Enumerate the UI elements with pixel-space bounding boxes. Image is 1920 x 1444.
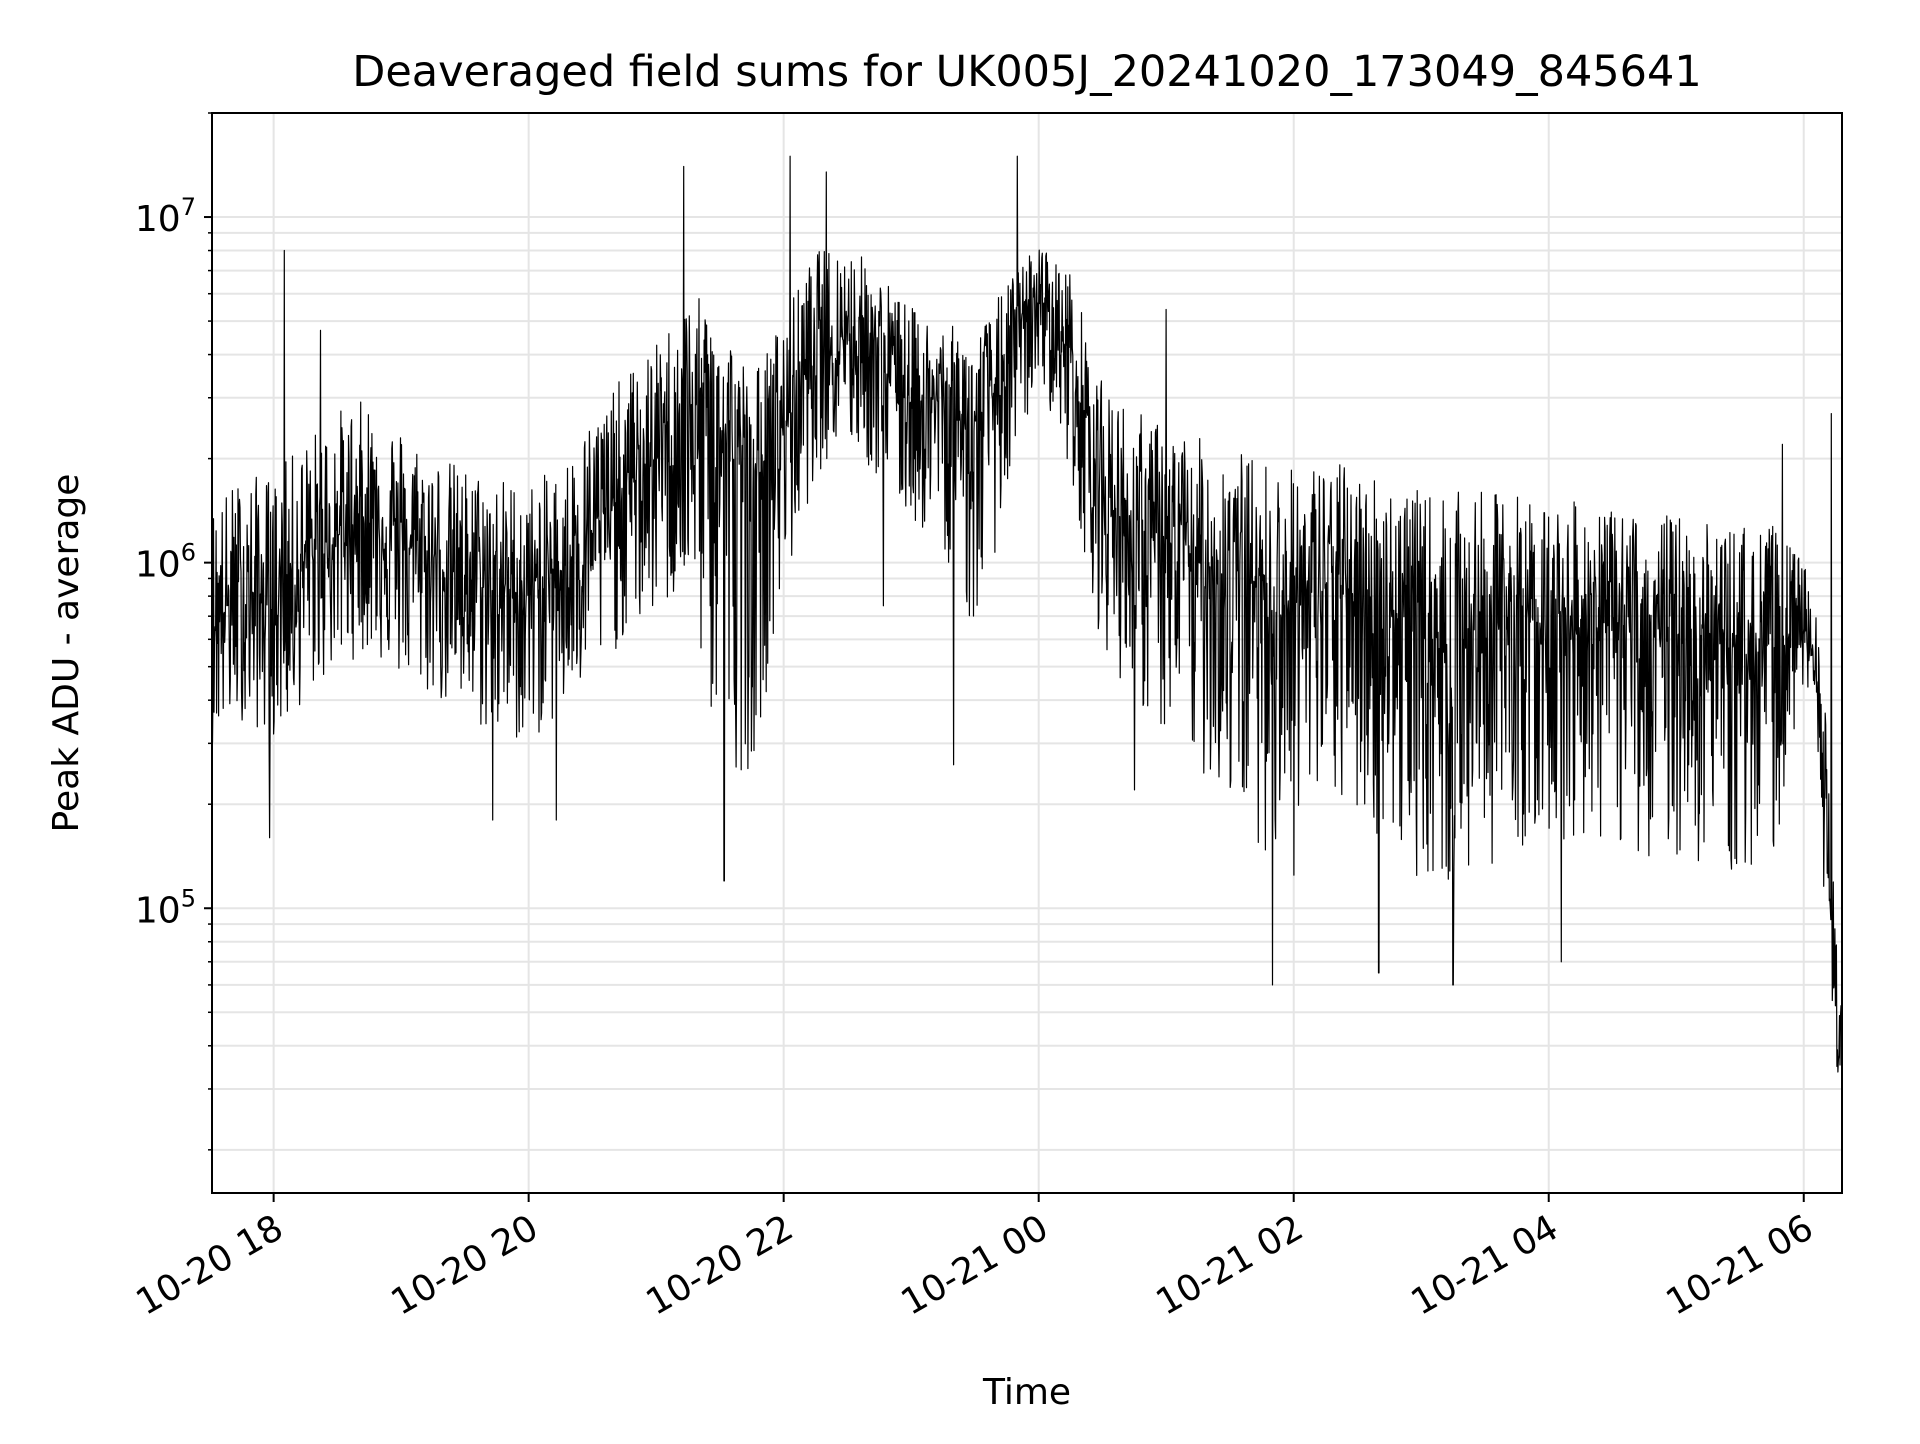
y-tick-label: 106 xyxy=(135,539,196,586)
y-tick-label: 107 xyxy=(135,193,196,240)
y-axis-label: Peak ADU - average xyxy=(46,474,87,833)
series-line xyxy=(211,155,1843,1136)
series-layer xyxy=(211,155,1843,1136)
y-tick-label: 105 xyxy=(135,884,196,931)
plot-frame xyxy=(211,112,1843,1194)
y-axis-ticks: 105 106 107 xyxy=(135,112,212,1151)
x-axis-label: Time xyxy=(982,1372,1071,1413)
chart-title: Deaveraged field sums for UK005J_2024102… xyxy=(352,47,1702,97)
